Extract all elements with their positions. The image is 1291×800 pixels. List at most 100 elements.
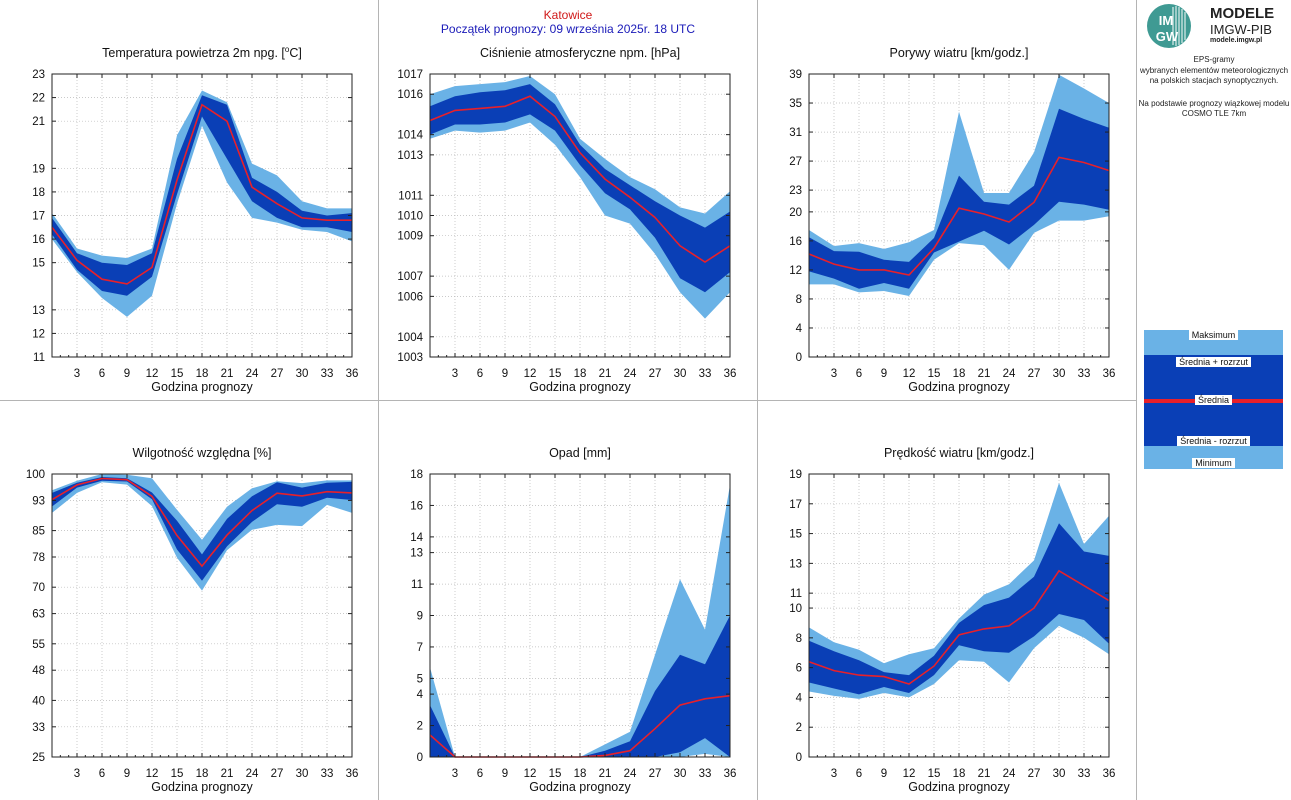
y-tick-label: 1007 (397, 271, 423, 283)
station-name: Katowice (543, 8, 593, 22)
y-tick-label: 19 (789, 469, 802, 481)
y-tick-label: 11 (33, 352, 45, 364)
brand-line-1: MODELE (1210, 5, 1275, 22)
x-tick-label: 6 (99, 768, 105, 780)
y-tick-label: 0 (417, 752, 423, 764)
x-tick-label: 9 (881, 368, 887, 380)
series-mean-line (51, 477, 353, 568)
y-tick-label: 18 (410, 469, 423, 481)
description-line: wybranych elementów meteorologicznych (1139, 65, 1289, 75)
description-line: EPS-gramy (1193, 55, 1235, 64)
x-tick-label: 12 (903, 368, 916, 380)
forecast-header: Katowice Początek prognozy: 09 września … (380, 8, 756, 36)
series-mean-line (808, 156, 1110, 276)
x-tick-label: 27 (1028, 368, 1041, 380)
x-tick-label: 9 (124, 768, 130, 780)
y-tick-label: 2 (796, 722, 802, 734)
chart-panel-2: 1003 1004 1006 1007 1009 1010 1011 1013 1014 1016… (397, 46, 736, 394)
y-tick-label: 8 (796, 633, 802, 645)
x-axis-label: Godzina prognozy (151, 780, 253, 794)
series-mean-line (51, 103, 352, 285)
y-tick-label: 13 (32, 305, 45, 317)
x-tick-label: 12 (146, 768, 159, 780)
y-tick-label: 33 (32, 722, 45, 734)
legend: Maksimum Średnia + rozrzut Średnia Średn… (1144, 330, 1283, 469)
series-mean-line (808, 569, 1110, 685)
y-tick-label: 35 (789, 98, 802, 110)
x-tick-label: 24 (1003, 368, 1016, 380)
y-tick-label: 1006 (397, 291, 423, 303)
y-tick-label: 9 (417, 611, 423, 623)
series-spread-band (52, 477, 352, 581)
x-tick-label: 27 (649, 768, 662, 780)
x-tick-label: 33 (321, 768, 334, 780)
x-tick-label: 3 (831, 768, 837, 780)
x-axis-label: Godzina prognozy (529, 780, 631, 794)
y-tick-label: 78 (32, 552, 45, 564)
x-tick-label: 24 (246, 768, 259, 780)
x-tick-label: 24 (624, 768, 637, 780)
y-tick-label: 1004 (397, 332, 423, 344)
series-envelope-band (430, 485, 730, 757)
y-tick-label: 1010 (397, 211, 423, 223)
y-tick-label: 16 (789, 236, 802, 248)
y-tick-label: 4 (796, 323, 803, 335)
x-tick-label: 36 (346, 368, 359, 380)
series-envelope-band (809, 482, 1109, 699)
x-axis-label: Godzina prognozy (151, 380, 253, 394)
series-envelope-band (52, 90, 352, 317)
legend-mean-minus-text: Średnia - rozrzut (1177, 436, 1250, 446)
x-tick-label: 18 (574, 368, 587, 380)
x-axis-label: Godzina prognozy (908, 380, 1010, 394)
series-spread-band (430, 84, 730, 293)
x-tick-label: 24 (246, 368, 259, 380)
x-tick-label: 6 (856, 368, 862, 380)
legend-label-min: Minimum (1144, 458, 1283, 469)
chart-title: Prędkość wiatru [km/godz.] (884, 446, 1034, 460)
x-tick-label: 30 (1053, 368, 1066, 380)
x-tick-label: 27 (271, 368, 284, 380)
y-tick-label: 70 (32, 582, 45, 594)
x-tick-label: 27 (1028, 768, 1041, 780)
x-tick-label: 33 (321, 368, 334, 380)
y-tick-label: 17 (32, 211, 45, 223)
x-tick-label: 21 (599, 368, 612, 380)
x-tick-label: 12 (524, 368, 537, 380)
y-tick-label: 12 (32, 328, 45, 340)
legend-label-mean-plus: Średnia + rozrzut (1144, 357, 1283, 368)
legend-mean-plus-text: Średnia + rozrzut (1176, 357, 1251, 367)
y-tick-label: 93 (32, 495, 45, 507)
x-tick-label: 36 (346, 768, 359, 780)
x-tick-label: 33 (1078, 768, 1091, 780)
y-tick-label: 1017 (397, 69, 423, 81)
x-tick-label: 18 (196, 768, 209, 780)
y-tick-label: 27 (789, 156, 802, 168)
series-mean-line (429, 95, 731, 263)
x-tick-label: 15 (549, 368, 562, 380)
x-tick-label: 27 (649, 368, 662, 380)
x-tick-label: 12 (146, 368, 159, 380)
x-tick-label: 6 (477, 768, 483, 780)
x-tick-label: 36 (724, 768, 737, 780)
imgw-logo: IM GW MODELE IMGW-PIB modele.imgw.pl (1146, 3, 1281, 49)
x-tick-label: 6 (856, 768, 862, 780)
description-line: Na podstawie prognozy wiązkowej modelu (1138, 98, 1290, 108)
brand-url: modele.imgw.pl (1210, 37, 1263, 44)
y-tick-label: 85 (32, 526, 45, 538)
y-tick-label: 11 (790, 588, 802, 600)
forecast-start: Początek prognozy: 09 września 2025r. 18… (440, 22, 696, 36)
y-tick-label: 21 (32, 116, 45, 128)
y-tick-label: 16 (410, 500, 423, 512)
legend-label-max: Maksimum (1144, 330, 1283, 341)
y-tick-label: 4 (417, 689, 424, 701)
y-tick-label: 23 (32, 69, 45, 81)
legend-label-mean-minus: Średnia - rozrzut (1144, 436, 1283, 447)
svg-text:IM: IM (1159, 13, 1173, 28)
y-tick-label: 8 (796, 294, 802, 306)
y-tick-label: 1016 (397, 89, 423, 101)
y-tick-label: 10 (789, 603, 802, 615)
description-line: na polskich stacjach synoptycznych. (1149, 76, 1279, 85)
x-tick-label: 30 (296, 768, 309, 780)
